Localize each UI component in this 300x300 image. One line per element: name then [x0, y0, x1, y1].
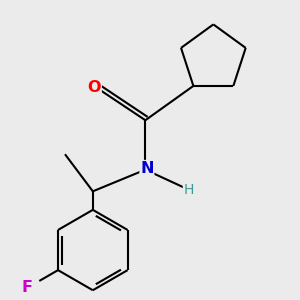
- Text: N: N: [140, 160, 154, 175]
- Text: F: F: [22, 280, 33, 296]
- Text: H: H: [183, 183, 194, 197]
- Text: O: O: [88, 80, 101, 95]
